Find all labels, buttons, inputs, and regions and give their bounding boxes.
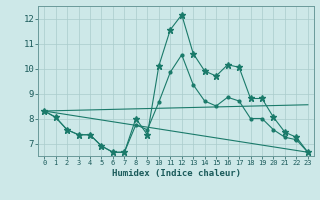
X-axis label: Humidex (Indice chaleur): Humidex (Indice chaleur) <box>111 169 241 178</box>
